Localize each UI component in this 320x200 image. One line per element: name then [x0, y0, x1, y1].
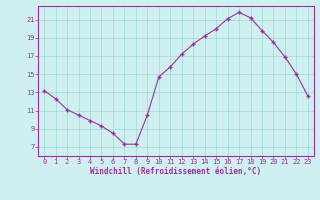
X-axis label: Windchill (Refroidissement éolien,°C): Windchill (Refroidissement éolien,°C)	[91, 167, 261, 176]
